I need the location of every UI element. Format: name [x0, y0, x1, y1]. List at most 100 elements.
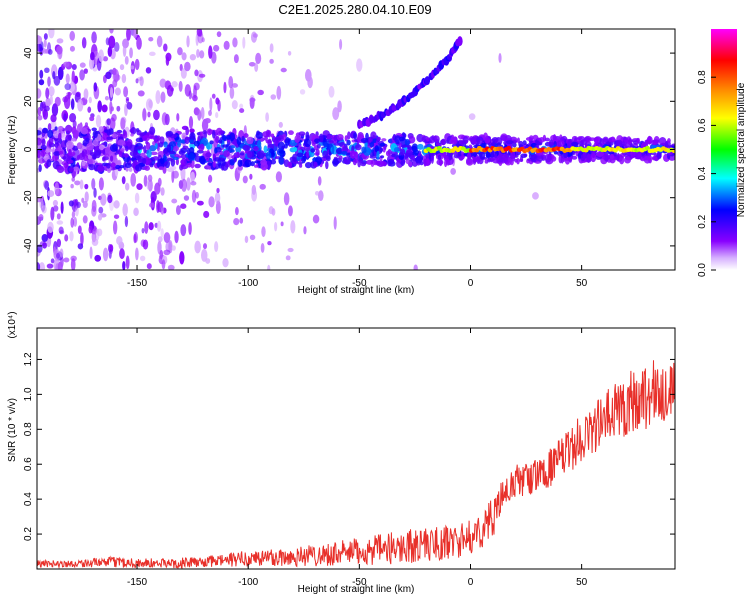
heatmap-speckle: [120, 116, 127, 125]
heatmap-band-cell: [214, 147, 218, 154]
heatmap-speckle: [105, 37, 110, 46]
heatmap-speckle: [194, 69, 199, 77]
heatmap-band-cell: [333, 135, 338, 142]
heatmap-speckle: [160, 228, 164, 238]
heatmap-speckle: [196, 200, 204, 206]
heatmap-band-cell: [212, 161, 217, 168]
heatmap-speckle: [124, 56, 129, 65]
heatmap-speckle: [54, 182, 60, 196]
heatmap-speckle: [47, 123, 52, 131]
heatmap-band-cell: [278, 156, 285, 165]
heatmap-band-cell: [303, 138, 312, 148]
heatmap-band-cell: [490, 142, 496, 147]
heatmap-band-cell: [87, 155, 92, 160]
heatmap-band-cell: [64, 124, 73, 134]
colorbar-tick-label: 0.0: [697, 263, 708, 277]
heatmap-speckle: [267, 240, 272, 246]
heatmap-band-cell: [494, 153, 498, 159]
heatmap-speckle: [68, 200, 75, 207]
heatmap-speckle: [183, 195, 190, 201]
heatmap-speckle: [50, 114, 57, 123]
heatmap-band-cell: [651, 139, 658, 146]
heatmap-speckle: [186, 35, 190, 48]
heatmap-band-cell: [413, 149, 419, 156]
heatmap-speckle: [132, 29, 138, 39]
heatmap-speckle: [191, 189, 197, 203]
heatmap-speckle: [91, 206, 97, 217]
heatmap-speckle: [142, 108, 147, 122]
heatmap-band-cell: [590, 153, 597, 163]
heatmap-band-cell: [423, 158, 427, 167]
heatmap-band-cell: [146, 149, 152, 158]
heatmap-band-cell: [38, 164, 42, 173]
heatmap-band-cell: [256, 130, 260, 136]
heatmap-speckle: [107, 194, 113, 204]
heatmap-speckle: [50, 258, 55, 264]
heatmap-speckle: [450, 167, 456, 175]
heatmap-band-cell: [369, 141, 375, 148]
heatmap-speckle: [114, 42, 120, 52]
heatmap-band-cell: [270, 159, 277, 165]
heatmap-band-cell: [563, 157, 571, 161]
heatmap-speckle: [133, 233, 137, 244]
heatmap-band-cell: [342, 146, 349, 153]
heatmap-speckle: [39, 241, 47, 247]
heatmap-speckle: [41, 233, 48, 243]
heatmap-speckle: [166, 84, 174, 97]
heatmap-band-cell: [536, 137, 541, 141]
heatmap-speckle: [38, 262, 46, 270]
heatmap-speckle: [136, 36, 142, 50]
heatmap-band-cell: [485, 151, 491, 159]
heatmap-speckle: [337, 100, 342, 113]
y-tick-label: 1.0: [23, 387, 34, 401]
heatmap-speckle: [102, 247, 109, 262]
heatmap-band-cell: [380, 155, 385, 159]
heatmap-speckle: [144, 221, 149, 234]
heatmap-speckle: [233, 217, 240, 226]
heatmap-speckle: [242, 36, 246, 49]
heatmap-band-cell: [522, 140, 527, 146]
heatmap-band-cell: [430, 154, 434, 164]
heatmap-speckle: [47, 221, 54, 234]
heatmap-band-cell: [236, 151, 240, 158]
heatmap-band-cell: [487, 157, 492, 163]
colorbar-tick-label: 0.2: [697, 214, 708, 228]
heatmap-speckle: [37, 262, 41, 270]
heatmap-band-cell: [270, 133, 275, 138]
heatmap-speckle: [74, 180, 81, 186]
heatmap-speckle: [59, 230, 65, 235]
heatmap-band-cell: [426, 157, 430, 166]
heatmap-speckle: [239, 103, 244, 109]
heatmap-speckle: [71, 210, 76, 219]
heatmap-band-cell: [57, 145, 62, 152]
heatmap-speckle: [70, 98, 75, 110]
heatmap-speckle: [37, 114, 43, 121]
heatmap-band-cell: [439, 159, 443, 167]
heatmap-speckle: [304, 68, 312, 82]
heatmap-band-cell: [379, 142, 386, 147]
heatmap-speckle: [312, 214, 320, 224]
heatmap-band-cell: [385, 150, 391, 157]
heatmap-speckle: [413, 264, 418, 270]
heatmap-band-cell: [46, 159, 52, 168]
heatmap-band-cell: [230, 145, 236, 149]
heatmap-speckle: [88, 96, 92, 104]
heatmap-speckle: [285, 255, 291, 261]
heatmap-speckle: [52, 199, 59, 207]
y-tick-label: 0.2: [23, 527, 34, 541]
heatmap-band-cell: [623, 153, 629, 157]
heatmap-speckle: [283, 192, 290, 206]
heatmap-speckle: [97, 100, 103, 113]
heatmap-band-cell: [502, 153, 509, 163]
heatmap-speckle: [239, 217, 244, 224]
heatmap-band-cell: [80, 128, 89, 135]
heatmap-speckle: [81, 37, 87, 49]
heatmap-speckle: [181, 52, 187, 61]
heatmap-speckle: [72, 120, 77, 129]
heatmap-band-cell: [154, 137, 158, 144]
heatmap-band-cell: [86, 142, 94, 151]
heatmap-speckle: [47, 76, 51, 87]
heatmap-band-cell: [476, 136, 484, 145]
heatmap-band-cell: [37, 150, 41, 159]
heatmap-band-cell: [479, 143, 486, 148]
